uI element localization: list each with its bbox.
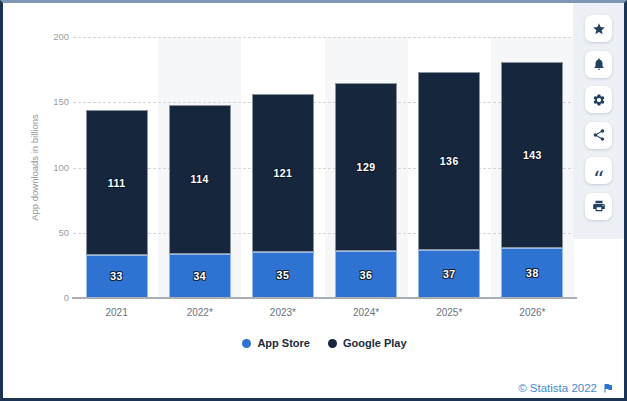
chart-footer: © Statista 2022 — [518, 382, 614, 394]
bar-segment-app-store[interactable]: 37 — [418, 250, 480, 298]
bar-segment-app-store[interactable]: 34 — [169, 254, 231, 298]
legend-item-app-store[interactable]: App Store — [242, 337, 310, 349]
legend-marker — [242, 339, 251, 348]
bar-segment-app-store[interactable]: 38 — [501, 248, 563, 298]
legend-label: App Store — [257, 337, 310, 349]
bar-value-label: 121 — [273, 167, 292, 179]
bar-value-label: 34 — [193, 270, 206, 282]
notification-button[interactable] — [585, 51, 612, 78]
bell-icon — [592, 57, 606, 71]
print-icon — [592, 199, 606, 213]
favorite-button[interactable] — [585, 15, 612, 42]
bar-value-label: 37 — [443, 268, 456, 280]
chart-legend: App Store Google Play — [75, 337, 574, 349]
y-tick-label: 0 — [23, 292, 69, 303]
citation-button[interactable]: “ — [585, 157, 612, 184]
x-tick-label: 2026* — [491, 307, 574, 318]
bar-segment-google-play[interactable]: 143 — [501, 62, 563, 249]
bar-segment-google-play[interactable]: 136 — [418, 72, 480, 249]
y-tick-label: 50 — [23, 227, 69, 238]
bar-segment-google-play[interactable]: 129 — [335, 83, 397, 251]
settings-button[interactable] — [585, 86, 612, 113]
x-tick-label: 2025* — [408, 307, 491, 318]
x-tick-label: 2024* — [325, 307, 408, 318]
legend-marker — [328, 339, 337, 348]
flag-report-icon[interactable] — [602, 382, 614, 394]
y-tick-label: 100 — [23, 162, 69, 173]
bar-value-label: 136 — [440, 155, 459, 167]
y-tick-label: 150 — [23, 96, 69, 107]
bar-value-label: 35 — [277, 269, 290, 281]
gear-icon — [592, 93, 606, 107]
bar-segment-google-play[interactable]: 111 — [86, 110, 148, 255]
share-button[interactable] — [585, 122, 612, 149]
bar-value-label: 38 — [526, 267, 539, 279]
bar-segment-app-store[interactable]: 36 — [335, 251, 397, 298]
bar-segment-google-play[interactable]: 121 — [252, 94, 314, 252]
bar-segment-app-store[interactable]: 35 — [252, 252, 314, 298]
y-tick-label: 200 — [23, 31, 69, 42]
print-button[interactable] — [585, 193, 612, 220]
bar-segment-app-store[interactable]: 33 — [86, 255, 148, 298]
x-tick-label: 2021 — [75, 307, 158, 318]
star-icon — [592, 22, 606, 36]
bar-value-label: 33 — [110, 270, 123, 282]
y-gridline — [73, 37, 576, 38]
chart-toolbar: “ — [573, 3, 624, 239]
share-icon — [592, 128, 606, 142]
bar-segment-google-play[interactable]: 114 — [169, 105, 231, 254]
statista-chart-card: App downloads in billions 05010015020011… — [0, 0, 627, 401]
x-axis-line — [72, 297, 577, 299]
x-tick-label: 2022* — [158, 307, 241, 318]
bar-value-label: 143 — [523, 149, 542, 161]
legend-item-google-play[interactable]: Google Play — [328, 337, 407, 349]
legend-label: Google Play — [343, 337, 407, 349]
bar-value-label: 36 — [360, 269, 373, 281]
statista-copyright-link[interactable]: © Statista 2022 — [518, 382, 597, 394]
bar-value-label: 129 — [357, 161, 376, 173]
x-tick-label: 2023* — [241, 307, 324, 318]
bar-value-label: 114 — [191, 173, 209, 185]
bar-value-label: 111 — [108, 177, 126, 189]
